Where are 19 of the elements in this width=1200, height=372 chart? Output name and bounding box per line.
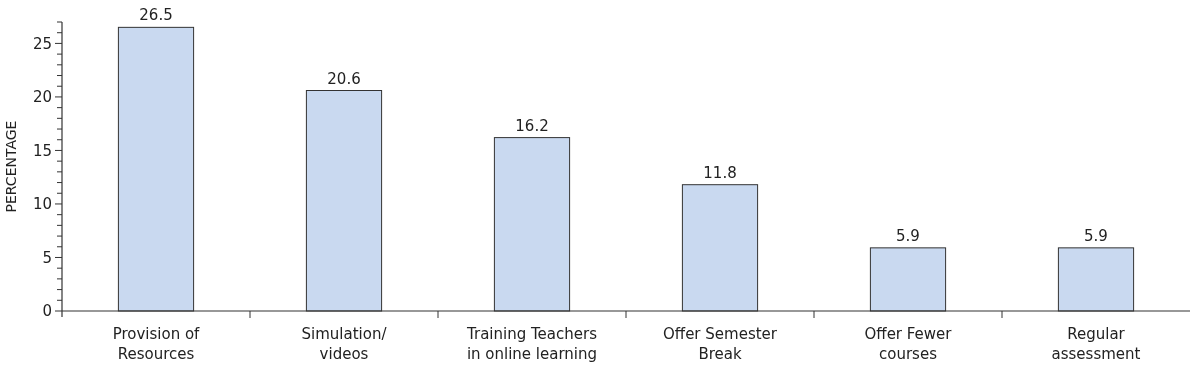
- data-label: 20.6: [327, 69, 361, 88]
- x-tick-label: Simulation/ videos: [301, 325, 388, 363]
- x-tick-label: Offer Semester Break: [663, 325, 778, 363]
- data-label: 5.9: [1084, 226, 1108, 245]
- data-label: 5.9: [896, 226, 920, 245]
- x-tick-label: Regular assessment: [1051, 325, 1141, 363]
- y-tick-label: 25: [32, 34, 52, 53]
- y-tick-label: 15: [32, 141, 52, 160]
- data-label: 16.2: [515, 116, 549, 135]
- x-tick-label: Provision of Resources: [112, 325, 201, 363]
- y-axis-title: PERCENTAGE: [3, 120, 19, 213]
- data-label: 11.8: [703, 163, 737, 182]
- x-tick-label: Training Teachers in online learning: [466, 325, 598, 363]
- x-tick-label: Offer Fewer courses: [864, 325, 953, 363]
- y-tick-label: 5: [42, 248, 52, 267]
- y-tick-label: 0: [42, 302, 52, 321]
- data-label: 26.5: [139, 6, 173, 25]
- y-tick-label: 20: [32, 88, 52, 107]
- y-tick-label: 10: [32, 195, 52, 214]
